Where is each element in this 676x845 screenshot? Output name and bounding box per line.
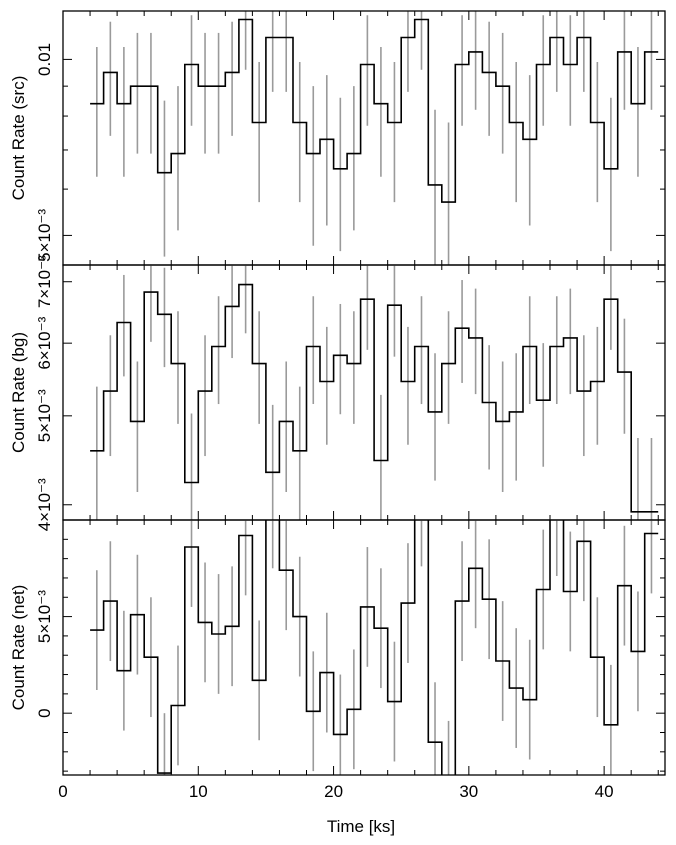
step-line-net xyxy=(90,520,659,775)
y-axis-label-net: Count Rate (net) xyxy=(9,585,28,711)
x-tick-label: 40 xyxy=(595,782,614,801)
panel-frame-src xyxy=(62,10,666,266)
panel-bg: 4×10⁻³ 5×10⁻³ 6×10⁻³ 7×10⁻³ Count Rate (bg) xyxy=(9,255,666,531)
error-bars-bg xyxy=(96,265,653,520)
x-tick-label: 10 xyxy=(189,782,208,801)
panel-net: 0 5×10⁻³ Count Rate (net) 0 10 20 30 40 xyxy=(9,519,666,801)
y-tick-label: 6×10⁻³ xyxy=(35,316,54,369)
y-tick-label: 0.01 xyxy=(35,43,54,76)
panels: 5×10⁻³ 0.01 Count Rate (src) 4×10⁻³ 5×10⁻³ 6×… xyxy=(9,10,666,801)
panel-frame-bg xyxy=(62,264,666,521)
y-tick-label: 4×10⁻³ xyxy=(35,478,54,531)
x-tick-label: 20 xyxy=(324,782,343,801)
y-tick-label: 5×10⁻³ xyxy=(35,590,54,643)
x-tick-label: 0 xyxy=(58,782,67,801)
error-bars-net xyxy=(96,520,653,775)
y-tick-label: 5×10⁻³ xyxy=(35,209,54,262)
y-tick-label: 5×10⁻³ xyxy=(35,389,54,442)
y-tick-label: 7×10⁻³ xyxy=(35,255,54,308)
y-tick-label: 0 xyxy=(35,708,54,717)
step-line-bg xyxy=(90,283,659,513)
y-axis-label-src: Count Rate (src) xyxy=(9,76,28,201)
panel-frame-net xyxy=(62,519,666,776)
y-axis-label-bg: Count Rate (bg) xyxy=(9,332,28,453)
error-bars-src xyxy=(96,11,653,265)
x-axis-label: Time [ks] xyxy=(327,817,395,836)
step-line-src xyxy=(90,18,659,203)
x-tick-label: 30 xyxy=(459,782,478,801)
panel-src: 5×10⁻³ 0.01 Count Rate (src) xyxy=(9,10,666,266)
